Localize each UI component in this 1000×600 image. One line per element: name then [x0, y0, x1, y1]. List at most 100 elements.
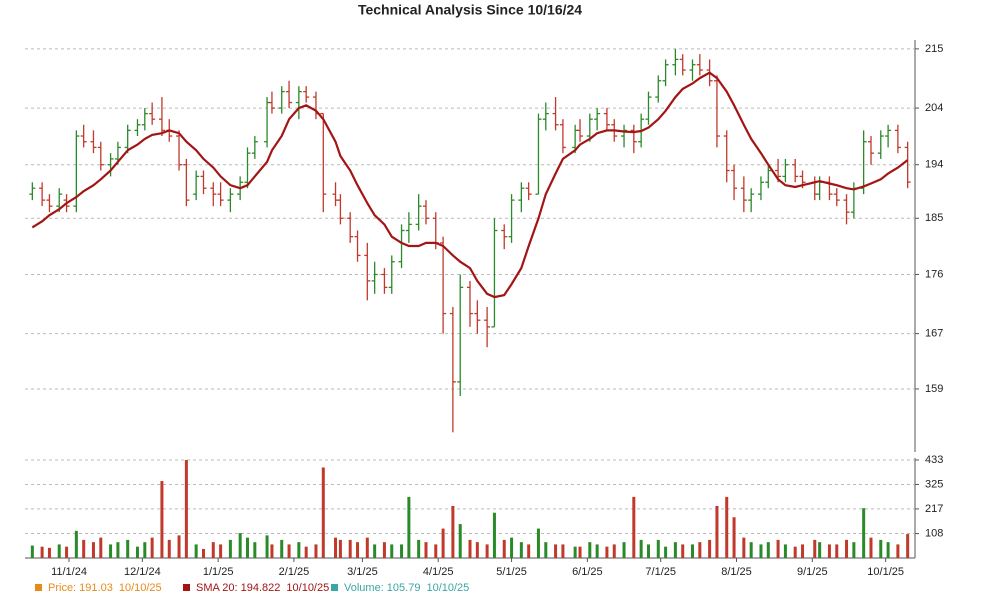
- volume-bar: [862, 508, 866, 558]
- volume-bar: [468, 539, 472, 558]
- volume-bar: [527, 544, 531, 558]
- y2-tick-label: 108: [925, 527, 943, 539]
- volume-bar: [708, 539, 712, 558]
- volume-bar: [578, 546, 582, 558]
- volume-bar: [253, 542, 257, 558]
- volume-bar: [673, 542, 677, 558]
- volume-bar: [813, 539, 817, 558]
- volume-bar: [246, 537, 249, 558]
- legend-date: 10/10/25: [119, 582, 162, 594]
- legend-label: Price: 191.03: [48, 582, 113, 594]
- x-tick-label: 10/1/25: [867, 566, 904, 578]
- volume-bar: [664, 546, 668, 558]
- volume-bar: [588, 542, 592, 558]
- volume-bar: [852, 542, 856, 558]
- x-tick-label: 11/1/24: [51, 566, 87, 578]
- volume-bar: [334, 537, 338, 558]
- volume-bar: [400, 544, 404, 558]
- volume-bar: [184, 460, 188, 558]
- volume-bar: [211, 542, 215, 558]
- volume-bar: [441, 528, 445, 558]
- volume-bar: [407, 496, 411, 558]
- legend-swatch: [331, 584, 338, 591]
- volume-bar: [150, 537, 154, 558]
- y2-tick-label: 433: [925, 454, 943, 466]
- volume-bar: [287, 544, 291, 558]
- sma-line: [31, 71, 909, 299]
- volume-bar: [348, 539, 352, 558]
- legend-swatch: [35, 584, 42, 591]
- volume-bar: [57, 544, 61, 558]
- volume-bar: [766, 542, 770, 558]
- volume-bar: [314, 544, 318, 558]
- volume-bar: [475, 542, 479, 558]
- volume-bar: [605, 546, 609, 558]
- volume-bar: [74, 530, 78, 558]
- volume-bar: [502, 539, 506, 558]
- volume-bar: [434, 544, 438, 558]
- volume-bar: [646, 544, 650, 558]
- volume-bar: [338, 539, 342, 558]
- volume-bar: [280, 539, 284, 558]
- volume-bar: [177, 535, 181, 558]
- volume-bar: [91, 542, 95, 558]
- volume-bar: [143, 542, 147, 558]
- volume-bar: [632, 496, 636, 558]
- volume-bar: [869, 537, 873, 558]
- y-tick-label: 167: [925, 328, 943, 340]
- y-tick-label: 185: [925, 212, 943, 224]
- x-tick-label: 6/1/25: [572, 566, 603, 578]
- volume-bar: [30, 545, 34, 558]
- volume-bar: [879, 539, 883, 558]
- volume-bar: [356, 542, 360, 558]
- y-tick-label: 176: [925, 268, 943, 280]
- volume-bar: [886, 542, 890, 558]
- volume-bar: [167, 539, 171, 558]
- volume-bar: [47, 547, 51, 558]
- volume-bar: [417, 539, 421, 558]
- volume-bar: [544, 542, 548, 558]
- volume-bar: [40, 546, 44, 558]
- chart-title: Technical Analysis Since 10/16/24: [358, 2, 582, 18]
- volume-bar: [681, 544, 685, 558]
- volume-bar: [116, 542, 120, 558]
- volume-bar: [749, 542, 753, 558]
- volume-bar: [382, 542, 386, 558]
- volume-bar: [519, 542, 523, 558]
- volume-bar: [793, 546, 797, 558]
- y-tick-label: 204: [925, 102, 943, 114]
- volume-bar: [639, 539, 643, 558]
- y2-tick-label: 217: [925, 503, 943, 515]
- volume-bar: [818, 542, 822, 558]
- y2-tick-label: 325: [925, 478, 943, 490]
- x-tick-label: 1/1/25: [203, 566, 234, 578]
- volume-bar: [845, 539, 849, 558]
- y-tick-label: 194: [925, 159, 943, 171]
- x-tick-label: 9/1/25: [797, 566, 828, 578]
- volume-bar: [492, 512, 496, 558]
- legend-date: 10/10/25: [286, 582, 329, 594]
- volume-bar: [622, 542, 626, 558]
- x-tick-label: 5/1/25: [496, 566, 527, 578]
- volume-bar: [827, 544, 831, 558]
- volume-bar: [896, 544, 900, 558]
- legend-date: 10/10/25: [426, 582, 469, 594]
- volume-bar: [99, 537, 103, 558]
- y-tick-label: 159: [925, 383, 943, 395]
- volume-bar: [554, 544, 558, 558]
- volume-bar: [265, 535, 269, 558]
- volume-bar: [321, 467, 325, 558]
- volume-bar: [536, 528, 540, 558]
- x-tick-label: 7/1/25: [645, 566, 676, 578]
- volume-bar: [451, 505, 455, 558]
- volume-bar: [160, 481, 164, 558]
- legend-label: SMA 20: 194.822: [196, 582, 280, 594]
- x-tick-label: 12/1/24: [124, 566, 161, 578]
- volume-bar: [194, 544, 198, 558]
- volume-bar: [390, 544, 394, 558]
- volume-bar: [365, 537, 369, 558]
- volume-bar: [776, 539, 780, 558]
- volume-bar: [732, 517, 736, 558]
- volume-bar: [691, 544, 694, 558]
